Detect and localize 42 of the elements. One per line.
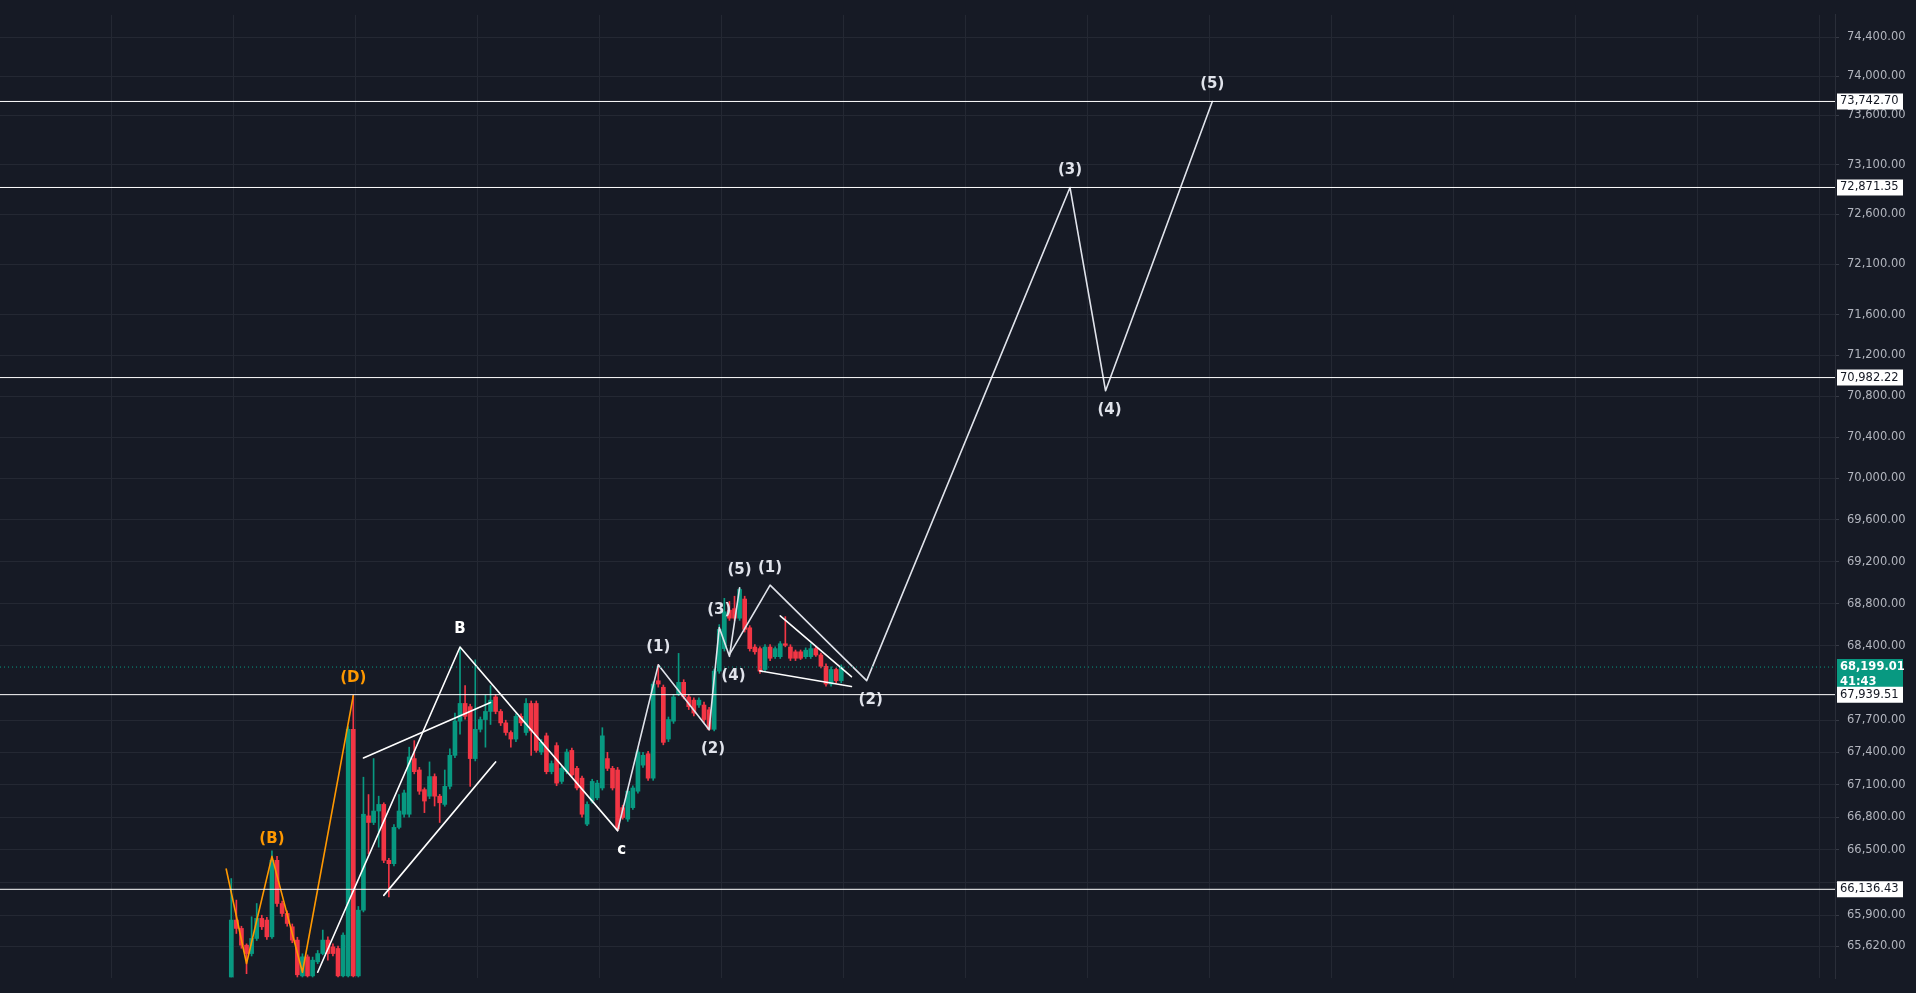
- y-tick-label: 73,100.00: [1847, 156, 1906, 171]
- annotation: B: [454, 619, 466, 638]
- y-tick-label: 74,400.00: [1847, 29, 1906, 44]
- annotation: (2): [701, 739, 726, 758]
- ref-line-label: 68,199.01: [1840, 659, 1905, 674]
- annotation: (3): [1057, 159, 1083, 178]
- y-tick-label: 65,620.00: [1847, 938, 1906, 953]
- y-tick-label: 65,900.00: [1847, 907, 1906, 922]
- y-tick-label: 70,800.00: [1847, 388, 1906, 403]
- y-tick-label: 67,400.00: [1847, 744, 1906, 759]
- annotation: (B): [259, 828, 285, 847]
- y-tick-label: 68,400.00: [1847, 637, 1906, 652]
- annotation: (4): [721, 665, 746, 684]
- y-tick-label: 74,000.00: [1847, 68, 1906, 83]
- ref-line-label: 67,939.51: [1840, 686, 1899, 701]
- annotation: (2): [858, 690, 883, 709]
- y-tick-label: 66,500.00: [1847, 841, 1906, 856]
- y-tick-label: 70,400.00: [1847, 429, 1906, 444]
- annotation: (D): [340, 668, 367, 687]
- text: 41:43: [1840, 674, 1877, 689]
- annotation: (4): [1097, 400, 1122, 419]
- y-tick-label: 73,600.00: [1847, 107, 1906, 122]
- annotation: c: [617, 840, 627, 859]
- annotation: (5): [1200, 73, 1225, 92]
- ref-line-label: 72,871.35: [1840, 179, 1899, 194]
- y-tick-label: 67,100.00: [1847, 776, 1906, 791]
- ref-line-label: 66,136.43: [1840, 881, 1899, 896]
- y-tick-label: 72,600.00: [1847, 206, 1906, 221]
- y-tick-label: 71,200.00: [1847, 347, 1906, 362]
- y-tick-label: 69,200.00: [1847, 553, 1906, 568]
- annotation: (1): [758, 557, 783, 576]
- ref-line-label: 70,982.22: [1840, 369, 1899, 384]
- y-tick-label: 72,100.00: [1847, 256, 1906, 271]
- annotation: (5): [727, 560, 752, 579]
- annotation: (1): [646, 637, 671, 656]
- y-tick-label: 70,000.00: [1847, 470, 1906, 485]
- y-tick-label: 69,600.00: [1847, 511, 1906, 526]
- y-tick-label: 71,600.00: [1847, 306, 1906, 321]
- y-tick-label: 67,700.00: [1847, 712, 1906, 727]
- ref-line-label: 73,742.70: [1840, 93, 1899, 108]
- y-tick-label: 68,800.00: [1847, 595, 1906, 610]
- y-tick-label: 66,800.00: [1847, 809, 1906, 824]
